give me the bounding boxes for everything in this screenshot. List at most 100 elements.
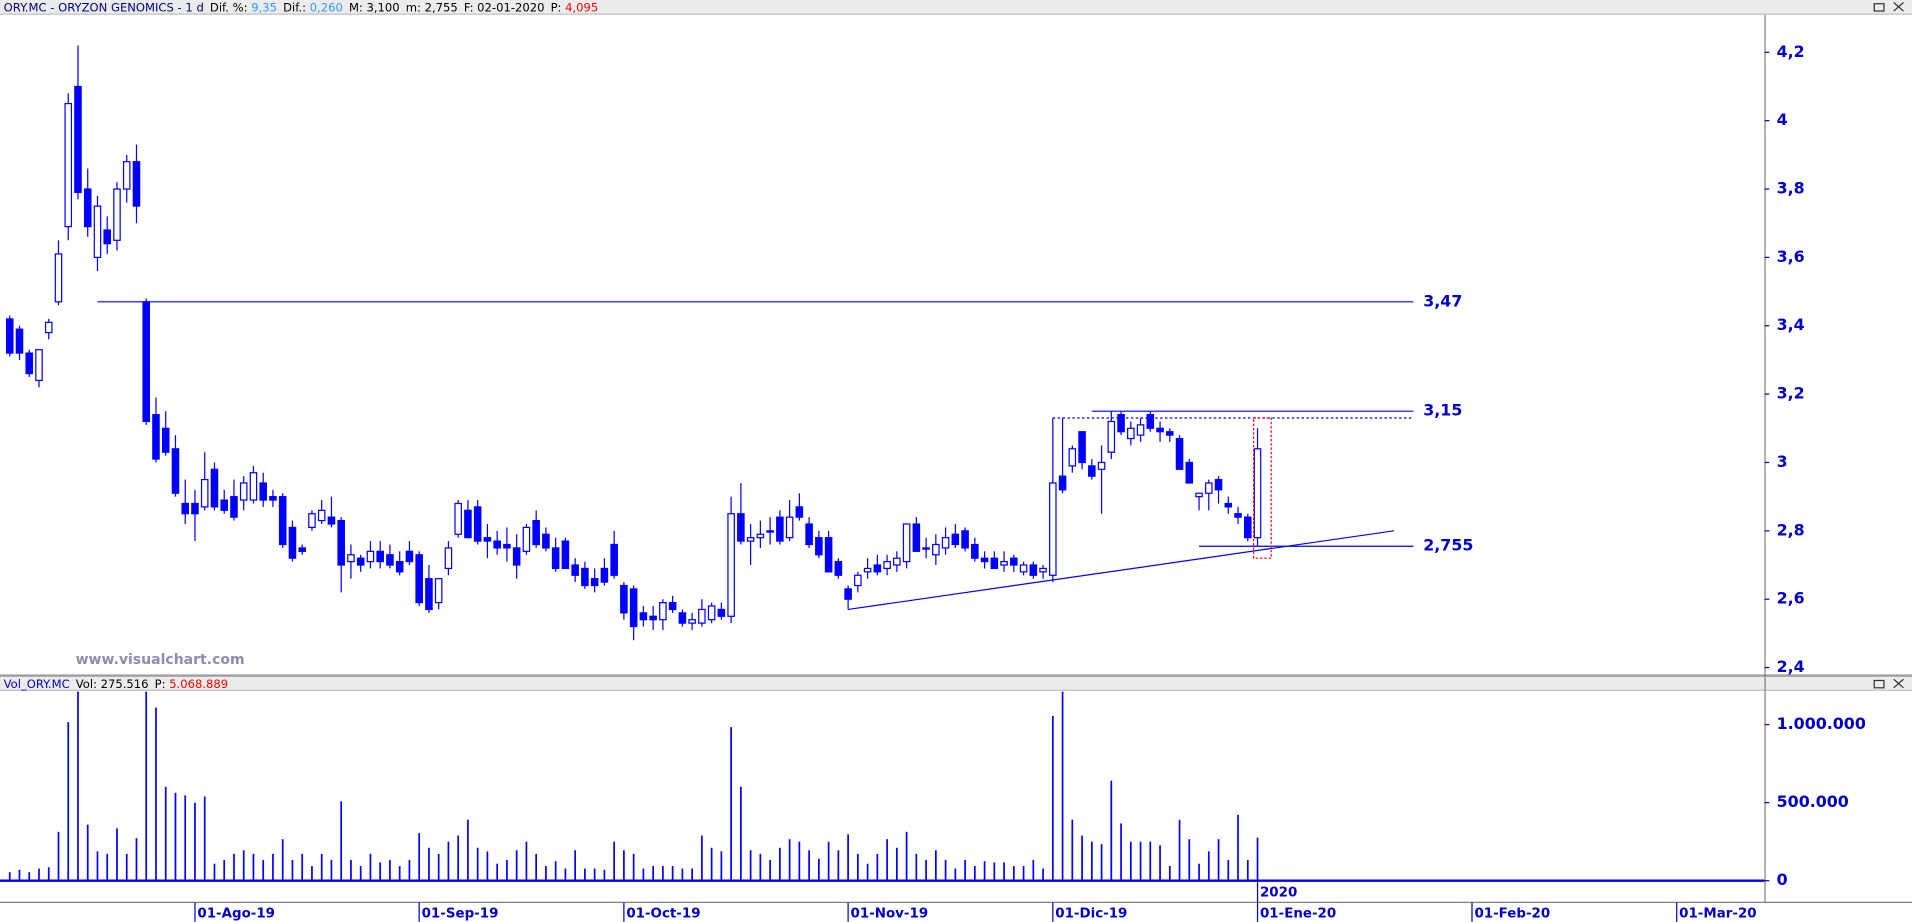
field-label: P: xyxy=(155,677,166,691)
field-value: 2,755 xyxy=(425,0,458,14)
candle-body xyxy=(795,506,804,518)
candle-body xyxy=(93,205,102,258)
candle-body xyxy=(74,85,82,194)
candle-body xyxy=(600,567,609,583)
level-label: 3,15 xyxy=(1423,401,1462,420)
candle-body xyxy=(5,318,14,354)
header-title: Vol_ORY.MC xyxy=(4,677,70,691)
x-tick-label: 01-Ago-19 xyxy=(197,906,275,921)
candle-body xyxy=(532,519,540,546)
field-label: Dif. %: xyxy=(210,0,248,14)
candle-body xyxy=(1224,502,1233,508)
x-tick-label: 01-Nov-19 xyxy=(851,906,929,921)
candle-body xyxy=(395,560,404,573)
candle-body xyxy=(551,547,560,570)
candle-body xyxy=(863,567,872,573)
candle-body xyxy=(1195,492,1203,498)
candle-body xyxy=(230,496,238,518)
watermark: www.visualchart.com xyxy=(76,652,245,668)
candle-body xyxy=(561,540,570,570)
candle-body xyxy=(922,547,930,550)
y-tick-label: 3,6 xyxy=(1777,247,1805,266)
candle-body xyxy=(883,560,891,570)
candle-body xyxy=(181,502,189,515)
candle-body xyxy=(113,188,121,241)
candle-body xyxy=(659,602,667,621)
close-button[interactable] xyxy=(1893,678,1904,689)
candle-body xyxy=(54,253,63,303)
field-label: m: xyxy=(406,0,421,14)
x-tick-label: 01-Ene-20 xyxy=(1260,906,1336,921)
candle-body xyxy=(1107,420,1116,453)
candle-body xyxy=(824,537,833,573)
candle-body xyxy=(483,537,492,542)
field-label: Dif.: xyxy=(283,0,306,14)
candle-body xyxy=(932,543,940,556)
candle-body xyxy=(893,557,901,566)
candle-body xyxy=(337,519,345,566)
candle-body xyxy=(571,564,579,576)
candle-body xyxy=(103,229,112,245)
candle-body xyxy=(152,414,160,460)
field-value: 9,35 xyxy=(251,0,277,14)
y-tick-label: 500.000 xyxy=(1777,792,1849,811)
candle-body xyxy=(902,523,911,563)
candle-body xyxy=(951,533,960,546)
field-value: 02-01-2020 xyxy=(477,0,544,14)
candle-body xyxy=(971,543,979,559)
candle-body xyxy=(1049,482,1057,576)
candle-body xyxy=(366,550,375,563)
candle-body xyxy=(620,584,628,614)
candle-body xyxy=(1019,564,1028,573)
candle-body xyxy=(317,509,326,522)
window-buttons[interactable] xyxy=(1873,2,1904,689)
candle-body xyxy=(473,506,482,542)
candle-body xyxy=(171,448,180,494)
candle-body xyxy=(249,472,258,501)
candle-body xyxy=(610,543,618,576)
candle-body xyxy=(269,496,277,501)
candle-body xyxy=(1029,564,1038,576)
candle-body xyxy=(756,533,765,539)
candle-body xyxy=(961,530,969,549)
candle-body xyxy=(386,554,394,566)
candle-body xyxy=(980,557,989,563)
candle-body xyxy=(347,554,355,563)
candle-body xyxy=(25,352,34,375)
candle-body xyxy=(727,513,735,617)
field-value: 4,095 xyxy=(565,0,598,14)
candle-body xyxy=(707,605,716,621)
candle-body xyxy=(1127,427,1135,440)
candle-body xyxy=(854,574,862,587)
restore-button[interactable] xyxy=(1873,3,1885,12)
candle-body xyxy=(220,499,228,511)
candle-body xyxy=(122,161,131,190)
trend-line xyxy=(848,530,1395,611)
candle-body xyxy=(1244,516,1252,539)
y-tick-label: 3 xyxy=(1777,452,1788,471)
restore-button[interactable] xyxy=(1873,679,1885,689)
field-label: Vol: xyxy=(76,677,97,691)
candle-body xyxy=(405,550,414,563)
candle-body xyxy=(308,513,316,529)
candle-body xyxy=(990,557,999,570)
candle-body xyxy=(454,502,462,535)
candle-body xyxy=(834,560,843,576)
candle-body xyxy=(64,102,73,228)
candle-body xyxy=(912,523,921,552)
candle-body xyxy=(639,612,648,621)
candle-body xyxy=(1010,557,1018,566)
close-button[interactable] xyxy=(1893,2,1904,12)
candle-body xyxy=(376,550,384,563)
candle-body xyxy=(1058,475,1067,491)
candle-body xyxy=(746,537,755,542)
candle-body xyxy=(503,543,511,549)
field-label: F: xyxy=(464,0,474,14)
candle-body xyxy=(434,578,443,604)
candle-body xyxy=(844,588,852,600)
field-value: 0,260 xyxy=(310,0,343,14)
candle-body xyxy=(590,578,599,587)
candle-body xyxy=(698,608,706,624)
candle-body xyxy=(1117,414,1125,433)
candle-body xyxy=(1214,478,1223,491)
